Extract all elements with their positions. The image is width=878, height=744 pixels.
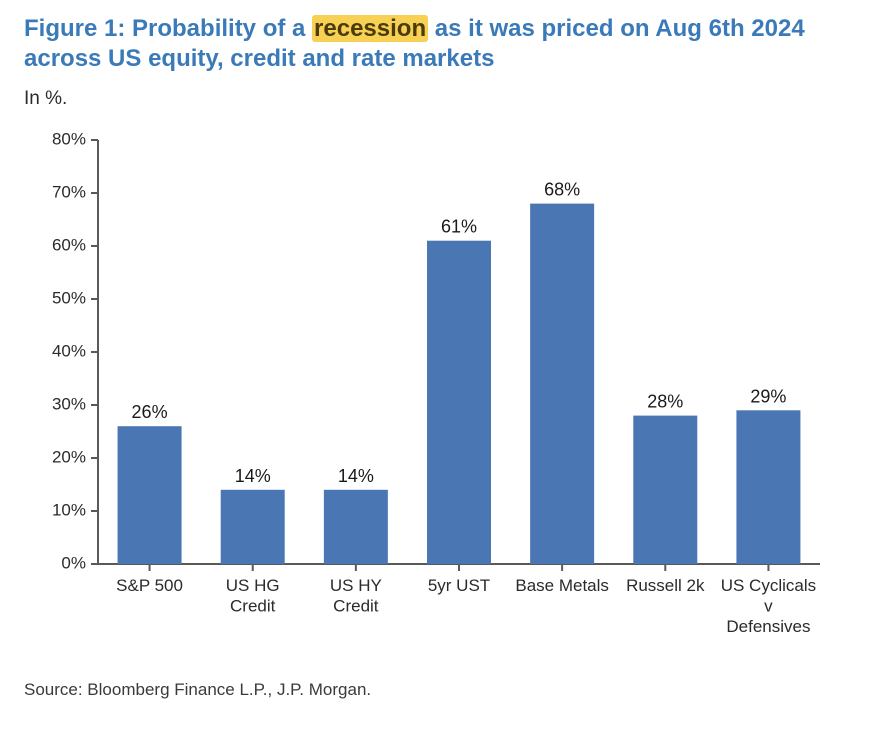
figure-title-prefix: Figure 1: Probability of a: [24, 15, 312, 42]
bar-chart: 0% 10% 20% 30% 40% 50% 60% 70% 80% 26% S&P 500 14% U…: [24, 124, 836, 644]
bar: [736, 410, 800, 564]
bar: [324, 490, 388, 564]
svg-text:US HYCredit: US HYCredit: [330, 576, 382, 615]
svg-text:Base Metals: Base Metals: [515, 576, 609, 595]
svg-text:US CyclicalsvDefensives: US CyclicalsvDefensives: [721, 576, 816, 636]
bar: [221, 490, 285, 564]
svg-text:14%: 14%: [338, 466, 374, 486]
figure-title-highlight: recession: [312, 15, 428, 42]
svg-text:60%: 60%: [52, 235, 86, 254]
svg-text:S&P 500: S&P 500: [116, 576, 183, 595]
svg-text:5yr UST: 5yr UST: [428, 576, 490, 595]
page: Figure 1: Probability of a recession as …: [0, 0, 878, 744]
svg-text:Russell 2k: Russell 2k: [626, 576, 705, 595]
figure-subtitle: In %.: [24, 88, 854, 110]
svg-text:50%: 50%: [52, 288, 86, 307]
bar: [427, 241, 491, 564]
svg-text:30%: 30%: [52, 394, 86, 413]
svg-text:80%: 80%: [52, 129, 86, 148]
svg-text:0%: 0%: [61, 553, 86, 572]
figure-source: Source: Bloomberg Finance L.P., J.P. Mor…: [24, 680, 854, 700]
chart-container: 0% 10% 20% 30% 40% 50% 60% 70% 80% 26% S&P 500 14% U…: [24, 124, 854, 644]
svg-text:61%: 61%: [441, 217, 477, 237]
bar: [633, 416, 697, 564]
svg-text:70%: 70%: [52, 182, 86, 201]
svg-text:40%: 40%: [52, 341, 86, 360]
svg-text:20%: 20%: [52, 447, 86, 466]
svg-text:26%: 26%: [132, 402, 168, 422]
svg-text:10%: 10%: [52, 500, 86, 519]
svg-text:US HGCredit: US HGCredit: [226, 576, 280, 615]
svg-text:14%: 14%: [235, 466, 271, 486]
figure-title: Figure 1: Probability of a recession as …: [24, 14, 854, 74]
bar: [118, 426, 182, 564]
svg-text:28%: 28%: [647, 392, 683, 412]
svg-text:68%: 68%: [544, 180, 580, 200]
bar: [530, 204, 594, 564]
svg-text:29%: 29%: [750, 386, 786, 406]
